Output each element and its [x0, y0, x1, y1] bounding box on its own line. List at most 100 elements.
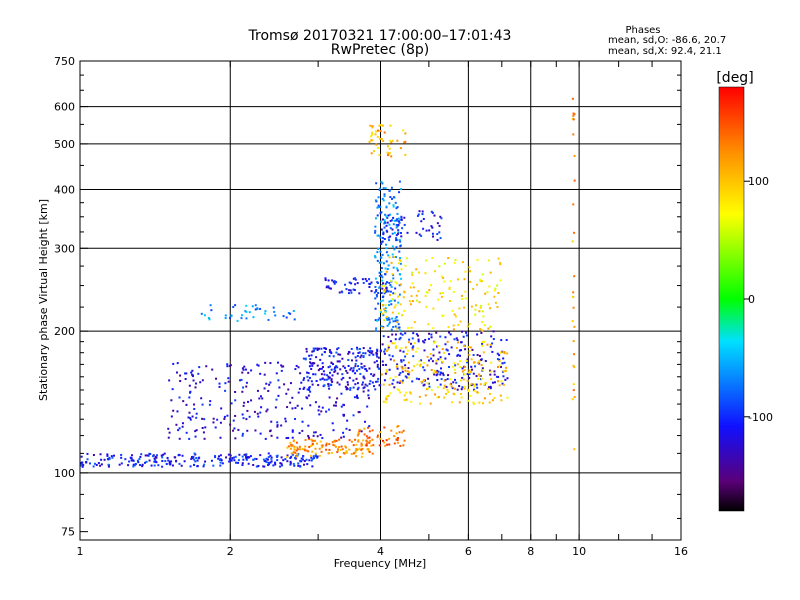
data-point-724: [190, 371, 193, 374]
data-point-1163: [454, 387, 457, 390]
data-point-352: [338, 438, 341, 441]
data-point-482: [333, 368, 336, 371]
data-point-27: [306, 463, 309, 466]
data-point-42: [233, 456, 236, 459]
data-point-1704: [397, 295, 400, 298]
data-point-1038: [495, 375, 498, 378]
data-point-1428: [382, 262, 385, 265]
data-point-1407: [381, 197, 384, 200]
data-point-597: [227, 380, 230, 383]
data-point-910: [447, 374, 450, 377]
data-point-738: [318, 347, 321, 350]
data-point-1274: [427, 387, 430, 390]
data-point-1035: [423, 383, 426, 386]
data-point-514: [318, 405, 321, 408]
data-point-885: [306, 375, 309, 378]
data-point-1537: [375, 289, 378, 292]
data-point-195: [314, 453, 317, 456]
data-point-300: [371, 438, 374, 441]
data-point-1167: [469, 394, 472, 397]
data-point-370: [328, 448, 331, 451]
data-point-1853: [388, 151, 391, 154]
data-point-1568: [327, 279, 330, 282]
data-point-1618: [447, 257, 450, 260]
data-point-1029: [399, 371, 402, 374]
data-point-547: [175, 371, 178, 374]
data-point-871: [330, 361, 333, 364]
data-point-664: [321, 406, 324, 409]
data-point-578: [241, 434, 244, 437]
data-point-1625: [403, 290, 406, 293]
data-point-1168: [463, 387, 466, 390]
data-point-716: [340, 405, 343, 408]
data-point-594: [170, 415, 173, 418]
data-point-1832: [404, 153, 407, 156]
data-point-846: [371, 350, 374, 353]
data-point-279: [289, 447, 292, 450]
data-point-240: [198, 456, 201, 459]
data-point-368: [325, 444, 328, 447]
trace-6: [380, 340, 509, 405]
data-point-715: [241, 432, 244, 435]
data-point-973: [444, 343, 447, 346]
data-point-261: [286, 455, 289, 458]
data-point-863: [358, 347, 361, 350]
data-point-556: [253, 410, 256, 413]
data-point-788: [308, 365, 311, 368]
data-point-194: [81, 461, 84, 464]
data-point-1572: [354, 283, 357, 286]
data-point-515: [191, 369, 194, 372]
data-point-1487: [388, 318, 391, 321]
data-point-1411: [375, 295, 378, 298]
data-point-222: [289, 460, 292, 463]
y-tick-label-2: 200: [54, 325, 75, 338]
data-point-1545: [329, 287, 332, 290]
data-point-391: [385, 439, 388, 442]
data-point-1654: [381, 312, 384, 315]
data-point-1447: [396, 206, 399, 209]
data-point-1458: [389, 227, 392, 230]
data-point-177: [214, 455, 217, 458]
data-point-1005: [464, 348, 467, 351]
data-point-1560: [338, 291, 341, 294]
data-point-698: [327, 366, 330, 369]
data-point-1539: [370, 281, 373, 284]
data-point-1374: [396, 225, 399, 228]
data-point-1605: [393, 255, 396, 258]
data-point-304: [336, 451, 339, 454]
data-point-548: [256, 363, 259, 366]
data-point-1558: [327, 285, 330, 288]
data-point-254: [252, 463, 255, 466]
data-point-321: [325, 448, 328, 451]
data-point-503: [301, 420, 304, 423]
data-point-189: [228, 457, 231, 460]
data-point-943: [442, 372, 445, 375]
data-point-1677: [396, 327, 399, 330]
data-point-1475: [380, 256, 383, 259]
data-point-1145: [472, 402, 475, 405]
data-point-1262: [473, 361, 476, 364]
data-point-247: [297, 464, 300, 467]
data-point-596: [354, 365, 357, 368]
data-point-467: [227, 377, 230, 380]
data-point-397: [356, 434, 359, 437]
data-point-131: [180, 464, 183, 467]
data-point-621: [342, 431, 345, 434]
data-point-598: [243, 365, 246, 368]
data-point-1639: [463, 306, 466, 309]
data-point-171: [264, 459, 267, 462]
data-point-263: [350, 440, 353, 443]
data-point-1241: [432, 371, 435, 374]
data-point-1483: [390, 303, 393, 306]
data-point-1444: [389, 284, 392, 287]
data-point-192: [157, 464, 160, 467]
data-point-1395: [390, 299, 393, 302]
data-point-924: [411, 337, 414, 340]
data-point-789: [321, 353, 324, 356]
data-point-1135: [401, 367, 404, 370]
data-point-1010: [497, 375, 500, 378]
data-point-0: [235, 461, 238, 464]
data-point-1008: [500, 339, 503, 342]
data-point-1372: [382, 231, 385, 234]
data-point-662: [241, 390, 244, 393]
